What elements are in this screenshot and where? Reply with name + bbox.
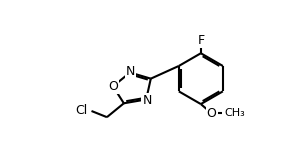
Text: O: O [108, 80, 118, 93]
Text: N: N [142, 94, 152, 107]
Text: F: F [197, 34, 204, 47]
Text: CH₃: CH₃ [225, 108, 246, 118]
Text: Cl: Cl [76, 104, 88, 117]
Text: O: O [207, 107, 216, 120]
Text: N: N [126, 65, 135, 78]
